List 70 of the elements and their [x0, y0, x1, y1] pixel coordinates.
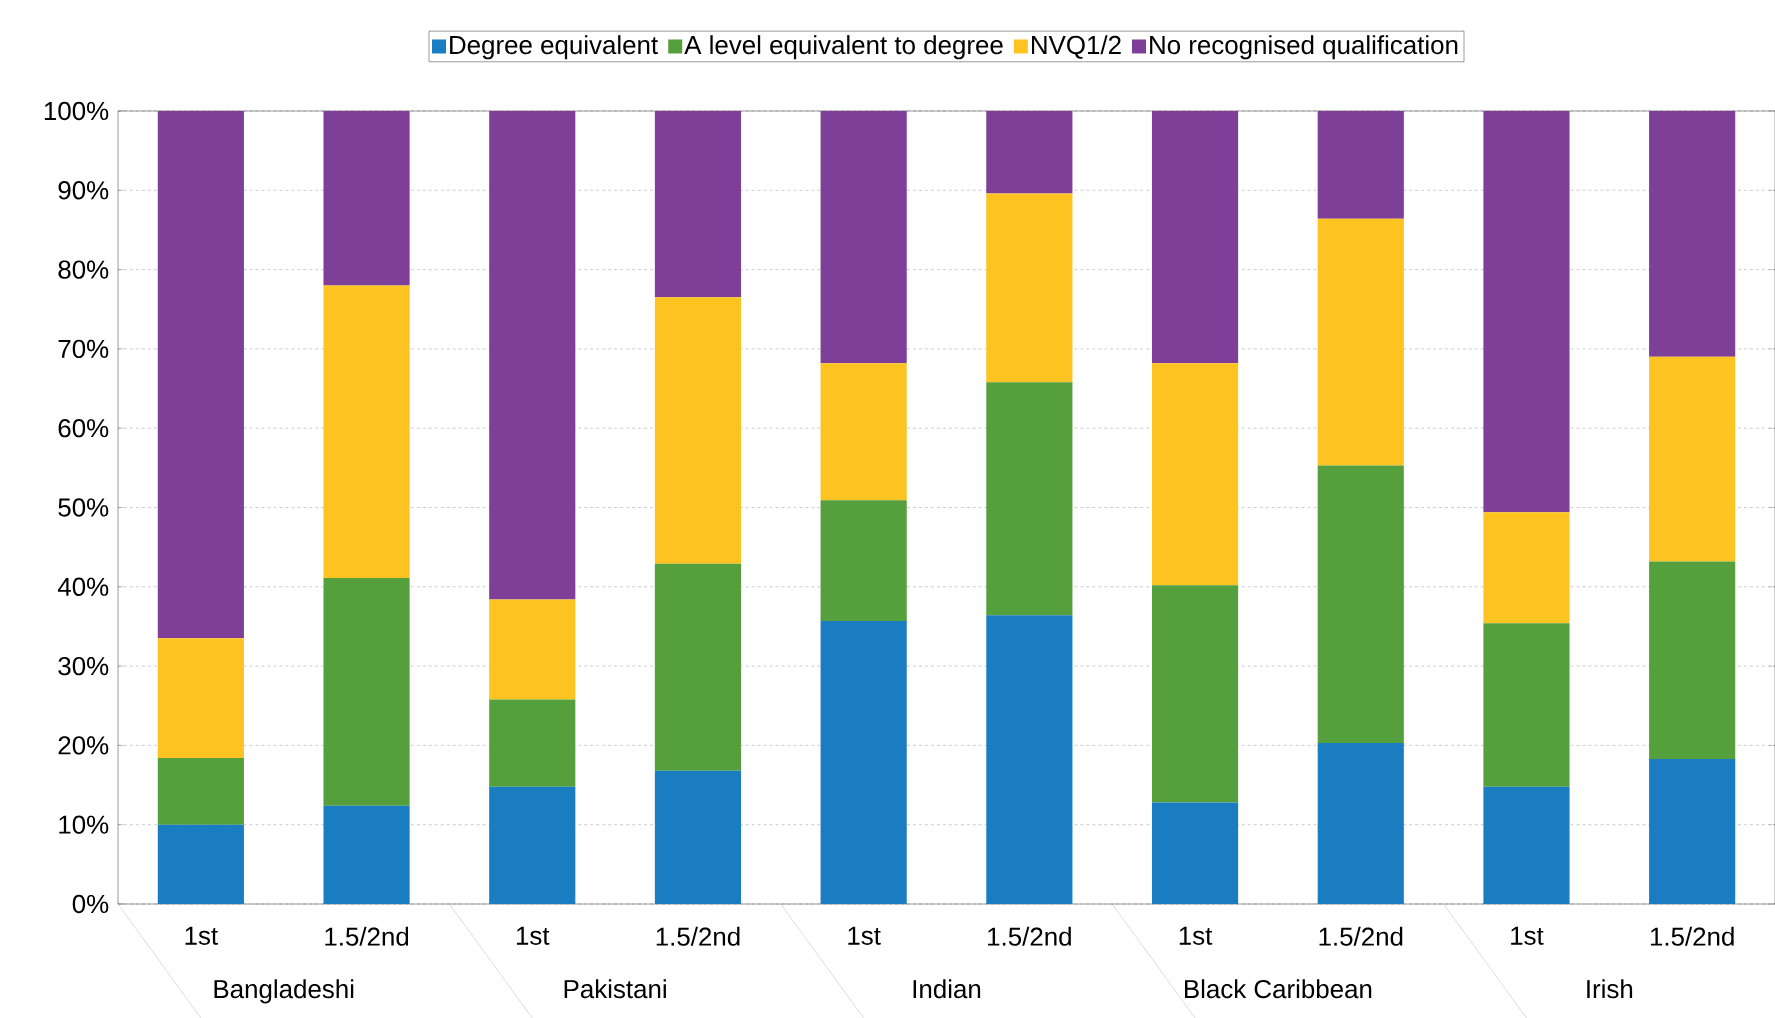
bar: [323, 110, 410, 286]
bar: [1649, 561, 1736, 759]
y-tick-label: 30%: [58, 656, 109, 676]
bar: [157, 824, 244, 904]
legend-label: No recognised qualification: [1150, 35, 1458, 60]
bar: [489, 786, 576, 904]
bar: [1483, 786, 1570, 904]
bar: [1317, 218, 1404, 466]
y-tick-label: 100%: [44, 101, 109, 121]
y-tick-label: 40%: [57, 577, 109, 596]
x-tick-label: 1st: [1511, 926, 1544, 945]
bar: [489, 599, 576, 700]
y-tick-label: 90%: [58, 181, 109, 200]
bar: [986, 615, 1073, 904]
bar: [820, 500, 907, 621]
y-tick-label: 50%: [58, 498, 109, 517]
y-tick-label: 70%: [58, 339, 109, 359]
bar: [654, 297, 742, 564]
bar: [986, 382, 1073, 616]
bar: [1649, 356, 1736, 562]
bar: [1483, 623, 1570, 787]
bar: [654, 110, 742, 298]
x-tick-label: 1.5/2nd: [656, 926, 740, 946]
bar: [157, 638, 244, 759]
x-tick-label: 1st: [185, 926, 218, 945]
bar: [1151, 363, 1239, 586]
x-tick-label: 1.5/2nd: [325, 926, 409, 946]
text: Indian: [913, 979, 981, 999]
legend-label: NVQ1/2: [1032, 35, 1121, 59]
bar: [489, 110, 576, 600]
bar: [1151, 585, 1239, 803]
bar: [820, 110, 907, 364]
x-tick-label: 1.5/2nd: [1650, 926, 1734, 946]
bar: [323, 285, 410, 579]
text: Black Caribbean: [1185, 979, 1372, 999]
bar: [1317, 110, 1404, 219]
bar: [1483, 110, 1570, 513]
text: Irish: [1587, 979, 1633, 999]
y-tick-label: 20%: [58, 736, 109, 755]
bar: [489, 699, 576, 787]
bar: [654, 770, 742, 904]
bar: [157, 758, 244, 825]
bar: [157, 110, 244, 639]
y-tick-label: 80%: [58, 260, 109, 279]
bar: [820, 620, 907, 904]
bar: [1151, 802, 1239, 904]
x-tick-label: 1.5/2nd: [1319, 926, 1403, 946]
y-tick-label: 60%: [58, 419, 109, 438]
bar: [986, 110, 1073, 194]
legend-label: A level equivalent to degree: [684, 35, 1003, 60]
bar: [1317, 465, 1404, 744]
x-tick-label: 1.5/2nd: [988, 926, 1071, 946]
bar: [820, 363, 907, 501]
bar: [323, 805, 410, 904]
text: Bangladeshi: [214, 979, 354, 1004]
y-tick-label: 10%: [59, 815, 109, 834]
x-tick-label: 1st: [1179, 926, 1213, 945]
x-tick-label: 1st: [516, 926, 550, 945]
x-tick-label: 1st: [848, 926, 881, 945]
text: Pakistani: [564, 979, 666, 999]
bar: [654, 563, 742, 771]
bar: [1649, 110, 1736, 357]
bar: [986, 193, 1073, 383]
bar: [1151, 110, 1239, 364]
bar: [1317, 743, 1404, 904]
bar: [323, 578, 410, 806]
bar: [1649, 758, 1736, 904]
legend-label: Degree equivalent: [450, 35, 658, 60]
y-tick-label: 0%: [72, 894, 109, 914]
bar: [1483, 512, 1570, 624]
